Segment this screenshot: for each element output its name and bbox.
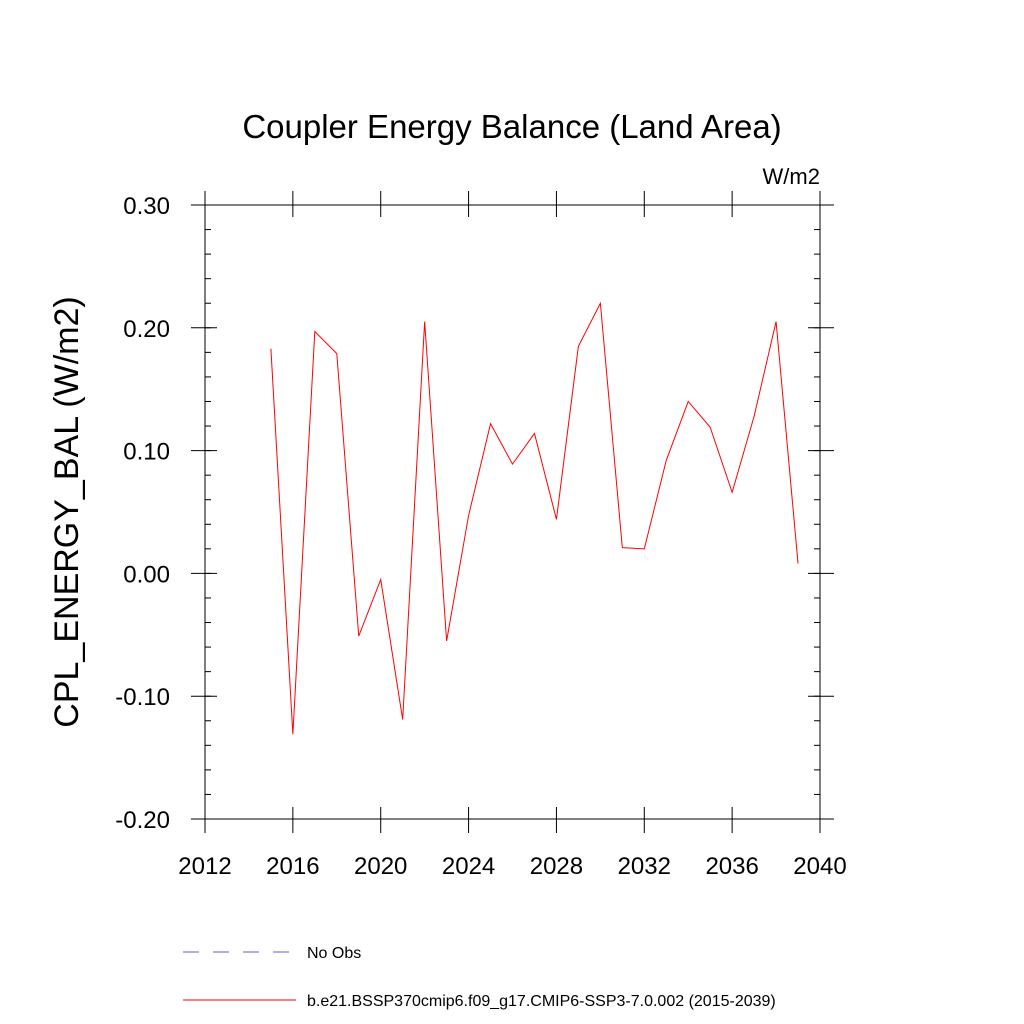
y-tick-label: 0.10 bbox=[123, 439, 170, 466]
legend-label-1: b.e21.BSSP370cmip6.f09_g17.CMIP6-SSP3-7.… bbox=[307, 993, 776, 1010]
x-tick-label: 2024 bbox=[442, 853, 495, 880]
x-tick-label: 2040 bbox=[793, 853, 846, 880]
y-axis-label: CPL_ENERGY_BAL (W/m2) bbox=[48, 296, 86, 727]
plot-frame bbox=[204, 204, 821, 820]
x-tick-label: 2012 bbox=[178, 853, 231, 880]
series-line-1 bbox=[270, 301, 799, 735]
legend-label-0: No Obs bbox=[307, 945, 361, 962]
ticks-group: 2012 2016 2020 2024 2028 2032 2036 2040 -0.20 -0.… bbox=[115, 191, 847, 880]
y-tick-label: 0.20 bbox=[123, 316, 170, 343]
plot-frame-group bbox=[204, 204, 821, 820]
x-tick-label: 2032 bbox=[618, 853, 671, 880]
x-tick-label: 2020 bbox=[354, 853, 407, 880]
y-tick-label: 0.00 bbox=[123, 561, 170, 588]
chart-title: Coupler Energy Balance (Land Area) bbox=[242, 108, 781, 145]
y-tick-label: -0.10 bbox=[115, 684, 170, 711]
x-tick-label: 2028 bbox=[530, 853, 583, 880]
y-tick-label: -0.20 bbox=[115, 807, 170, 834]
x-tick-label: 2036 bbox=[705, 853, 758, 880]
y-tick-label: 0.30 bbox=[123, 193, 170, 220]
legend-group: No Obs b.e21.BSSP370cmip6.f09_g17.CMIP6-S… bbox=[183, 945, 776, 1010]
series-group bbox=[270, 301, 799, 735]
x-tick-label: 2016 bbox=[266, 853, 319, 880]
units-label: W/m2 bbox=[763, 164, 820, 189]
